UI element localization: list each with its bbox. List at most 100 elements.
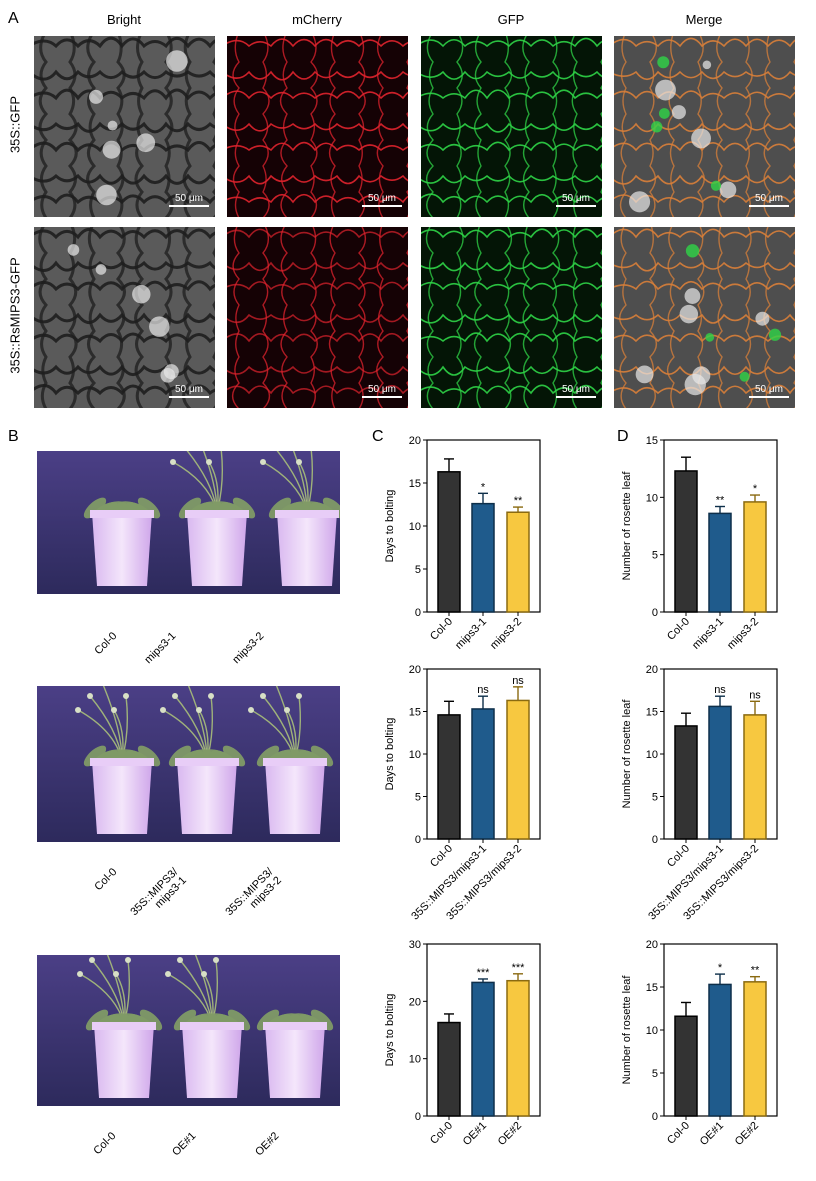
y-tick-label: 10 xyxy=(409,521,421,533)
y-tick-label: 0 xyxy=(415,1111,421,1123)
y-tick-label: 0 xyxy=(652,607,658,619)
bar xyxy=(708,512,732,613)
micrograph-cells xyxy=(34,36,215,217)
y-tick-label: 20 xyxy=(646,664,658,676)
scale-bar: 50 μm xyxy=(556,193,596,207)
micrograph-cells xyxy=(614,227,795,408)
y-tick-label: 5 xyxy=(415,564,421,576)
y-tick-label: 20 xyxy=(409,996,421,1008)
significance-label: ** xyxy=(514,495,523,507)
y-tick-label: 20 xyxy=(409,664,421,676)
scale-bar-label: 50 μm xyxy=(562,193,590,204)
scale-bar-label: 50 μm xyxy=(175,384,203,395)
significance-label: ns xyxy=(512,675,524,687)
y-tick-label: 5 xyxy=(415,792,421,804)
scale-bar: 50 μm xyxy=(362,193,402,207)
y-tick-label: 0 xyxy=(415,607,421,619)
micrograph-mcherry-row1: 50 μm xyxy=(227,36,408,217)
column-title-bright: Bright xyxy=(107,12,141,27)
x-tick-label: Col-0 xyxy=(665,843,692,870)
bar xyxy=(506,699,530,840)
bar xyxy=(674,725,698,840)
bar xyxy=(506,511,530,613)
y-tick-label: 10 xyxy=(646,749,658,761)
potted-plant xyxy=(160,686,246,834)
bar xyxy=(743,714,767,840)
micrograph-cells xyxy=(421,227,602,408)
micrograph-bright-row1: 50 μm xyxy=(34,36,215,217)
scale-bar: 50 μm xyxy=(749,384,789,398)
y-tick-label: 15 xyxy=(646,707,658,719)
bar xyxy=(743,501,767,613)
bar xyxy=(471,708,495,840)
scale-bar-line xyxy=(169,205,209,207)
potted-plant xyxy=(83,497,161,586)
plant-photo-mutants-drawing xyxy=(37,451,340,594)
panel-a-letter: A xyxy=(8,10,19,27)
significance-label: ** xyxy=(716,495,725,507)
x-tick-label: OE#1 xyxy=(461,1120,489,1148)
y-tick-label: 20 xyxy=(409,435,421,447)
x-tick-label: mips3-2 xyxy=(488,616,524,652)
scale-bar: 50 μm xyxy=(169,193,209,207)
plant-photo-overexpression-drawing xyxy=(37,955,340,1106)
scale-bar: 50 μm xyxy=(362,384,402,398)
potted-plant xyxy=(75,686,161,834)
plant-photo-complementation-drawing xyxy=(37,686,340,842)
x-tick-label: OE#2 xyxy=(496,1120,524,1148)
y-tick-label: 10 xyxy=(409,749,421,761)
scale-bar-label: 50 μm xyxy=(562,384,590,395)
micrograph-cells xyxy=(421,36,602,217)
scale-bar-line xyxy=(362,396,402,398)
plant-photo-mutants xyxy=(37,451,340,594)
x-tick-label: Col-0 xyxy=(665,616,692,643)
bar xyxy=(437,714,461,840)
y-tick-label: 15 xyxy=(646,982,658,994)
micrograph-merge-row2: 50 μm xyxy=(614,227,795,408)
y-axis-label: Number of rosette leaf xyxy=(621,471,633,581)
chart-d-1: 0 5 10 15 Number of rosette leaf Col-0 ** mips3… xyxy=(621,435,778,652)
significance-label: *** xyxy=(512,962,526,974)
x-tick-label: OE#2 xyxy=(733,1120,761,1148)
micrograph-cells xyxy=(227,227,408,408)
panel-b-letter: B xyxy=(8,428,19,445)
y-tick-label: 10 xyxy=(409,1054,421,1066)
y-tick-label: 5 xyxy=(652,1068,658,1080)
y-tick-label: 5 xyxy=(652,792,658,804)
x-tick-label: mips3-1 xyxy=(453,616,489,652)
scale-bar-line xyxy=(362,205,402,207)
potted-plant xyxy=(165,955,251,1098)
scale-bar: 50 μm xyxy=(556,384,596,398)
chart-d-3: 0 5 10 15 20 Number of rosette leaf Col-0 * OE#1… xyxy=(621,939,778,1148)
x-tick-label: Col-0 xyxy=(665,1120,692,1147)
significance-label: * xyxy=(481,481,486,493)
y-tick-label: 20 xyxy=(646,939,658,951)
column-title-merge: Merge xyxy=(685,12,723,27)
y-tick-label: 10 xyxy=(646,1025,658,1037)
x-tick-label: Col-0 xyxy=(428,616,455,643)
micrograph-cells xyxy=(614,36,795,217)
micrograph-merge-row1: 50 μm xyxy=(614,36,795,217)
scale-bar-label: 50 μm xyxy=(755,384,783,395)
y-tick-label: 5 xyxy=(652,550,658,562)
micrograph-gfp-row2: 50 μm xyxy=(421,227,602,408)
x-tick-label: mips3-2 xyxy=(725,616,761,652)
x-tick-label: Col-0 xyxy=(428,843,455,870)
bar xyxy=(674,1015,698,1117)
plant-photo-complementation xyxy=(37,686,340,842)
micrograph-bright-row2: 50 μm xyxy=(34,227,215,408)
x-tick-label: mips3-1 xyxy=(690,616,726,652)
x-tick-label: OE#1 xyxy=(698,1120,726,1148)
y-tick-label: 10 xyxy=(646,492,658,504)
bar xyxy=(437,1021,461,1117)
significance-label: ns xyxy=(477,684,489,696)
significance-label: ** xyxy=(751,965,760,977)
scale-bar-line xyxy=(169,396,209,398)
potted-plant xyxy=(260,451,340,586)
bar xyxy=(674,470,698,613)
y-axis-label: Days to bolting xyxy=(384,490,396,563)
y-tick-label: 15 xyxy=(409,478,421,490)
scale-bar-label: 50 μm xyxy=(175,193,203,204)
